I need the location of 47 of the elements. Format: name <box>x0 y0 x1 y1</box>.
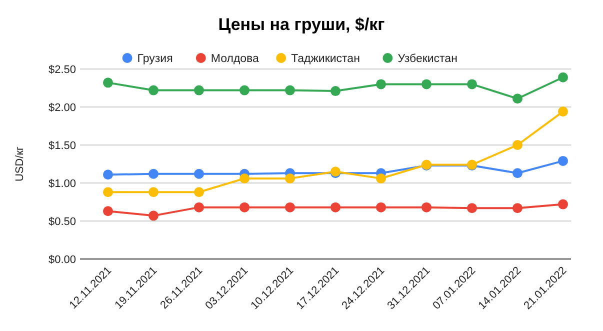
y-tick-label: $2.50 <box>48 64 76 76</box>
y-tick-label: $0.50 <box>48 216 76 228</box>
chart-title: Цены на груши, $/кг <box>218 15 385 34</box>
point <box>194 187 204 198</box>
point <box>285 173 295 184</box>
point <box>285 85 295 96</box>
y-axis-title: USD/кг <box>14 146 26 182</box>
point <box>148 85 158 96</box>
point <box>240 173 250 184</box>
point <box>512 140 522 150</box>
point <box>512 168 522 178</box>
point <box>422 79 432 90</box>
point <box>558 72 568 82</box>
point <box>240 202 250 212</box>
point <box>103 206 113 216</box>
point <box>558 106 568 117</box>
point <box>330 86 340 96</box>
point <box>376 202 386 212</box>
point <box>422 202 432 212</box>
y-tick-label: $1.00 <box>48 178 76 190</box>
point <box>558 199 568 210</box>
point <box>194 202 204 212</box>
point <box>148 187 158 198</box>
legend-label: Грузия <box>137 53 173 65</box>
legend-label: Молдова <box>210 53 260 65</box>
point <box>330 202 340 212</box>
point <box>512 94 522 104</box>
point <box>467 79 477 90</box>
point <box>103 187 113 198</box>
y-tick-label: $1.50 <box>48 140 76 152</box>
point <box>194 85 204 96</box>
legend-label: Узбекистан <box>398 53 458 65</box>
point <box>240 85 250 96</box>
y-tick-label: $0.00 <box>48 254 76 266</box>
point <box>103 170 113 180</box>
legend-label: Таджикистан <box>291 53 360 65</box>
point <box>376 79 386 90</box>
point <box>512 203 522 214</box>
point <box>467 203 477 214</box>
point <box>558 156 568 166</box>
point <box>285 202 295 212</box>
point <box>148 210 158 221</box>
point <box>194 168 204 179</box>
point <box>103 78 113 88</box>
point <box>376 173 386 184</box>
point <box>148 168 158 179</box>
y-tick-label: $2.00 <box>48 102 76 114</box>
